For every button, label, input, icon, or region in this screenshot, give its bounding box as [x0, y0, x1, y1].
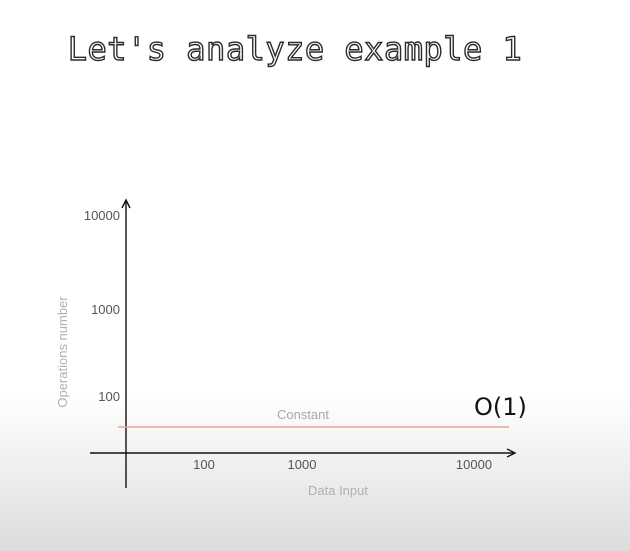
x-tick-label: 10000	[456, 457, 492, 472]
y-tick-label: 100	[98, 389, 120, 404]
y-axis-arrow	[121, 198, 131, 209]
x-tick-label: 100	[193, 457, 215, 472]
x-tick-label: 1000	[288, 457, 317, 472]
x-axis-arrow	[506, 448, 517, 458]
big-o-label: O(1)	[474, 393, 527, 421]
series-name-label: Constant	[277, 407, 329, 422]
slide-title: Let's analyze example 1	[67, 29, 523, 68]
y-tick-label: 10000	[84, 208, 120, 223]
x-axis-title: Data Input	[308, 483, 368, 498]
y-axis-title: Operations number	[55, 296, 70, 408]
y-tick-label: 1000	[91, 302, 120, 317]
